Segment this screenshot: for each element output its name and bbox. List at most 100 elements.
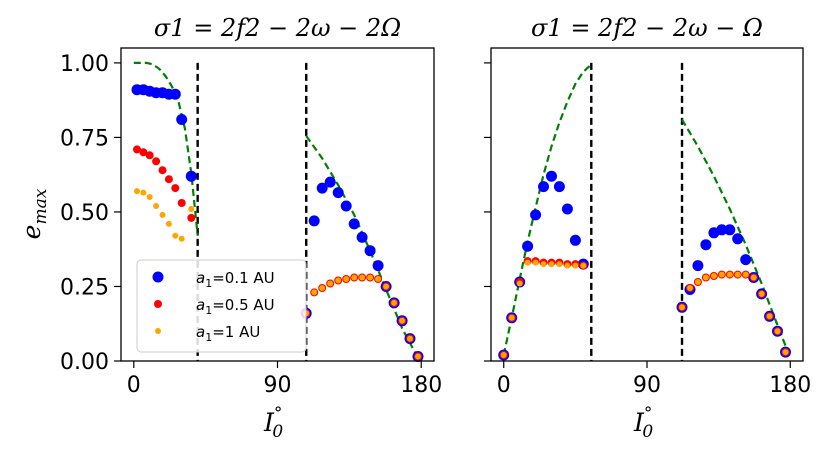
legend-label-0: a1=0.1 AU (196, 269, 275, 290)
x-tick-label-1-2: 180 (769, 373, 811, 398)
point-1-2-10 (580, 262, 587, 269)
legend-marker-0 (152, 271, 164, 283)
y-tick-label-0-2: 0.50 (60, 201, 109, 226)
point-0-0-11 (316, 182, 328, 194)
panel-title-1: σ1 = 2f2 − 2ω − Ω (531, 14, 763, 42)
point-0-1-1 (139, 148, 148, 157)
point-1-2-17 (726, 271, 733, 278)
point-0-0-8 (185, 170, 197, 182)
point-0-2-12 (327, 280, 334, 287)
y-tick-label-0-0: 0.00 (60, 350, 109, 375)
point-0-2-18 (375, 276, 382, 282)
axes-frame-0 (120, 47, 435, 362)
point-0-1-6 (171, 184, 180, 193)
legend-marker-1 (154, 300, 162, 308)
point-0-2-21 (399, 317, 406, 324)
point-1-2-5 (540, 261, 547, 268)
point-0-1-2 (145, 151, 154, 160)
point-1-2-22 (766, 313, 773, 320)
y-tick-label-0-3: 0.75 (60, 126, 109, 151)
x-tick-label-0-1: 90 (264, 373, 292, 398)
point-1-2-4 (532, 259, 539, 266)
point-0-0-14 (340, 200, 352, 212)
point-1-2-12 (687, 285, 693, 291)
point-0-2-0 (134, 188, 140, 195)
point-0-2-11 (319, 285, 326, 291)
point-1-0-13 (692, 260, 704, 272)
point-1-0-9 (569, 234, 581, 246)
point-0-1-7 (177, 199, 186, 207)
x-tick-label-0-0: 0 (127, 373, 141, 398)
point-1-2-21 (758, 290, 765, 297)
point-0-2-7 (178, 235, 185, 242)
legend-label-2: a1=1 AU (196, 323, 260, 344)
point-1-2-1 (508, 314, 515, 321)
panel-left: σ1 = 2f2 − 2ω − 2Ω 0 90 180 0.00 0.25 0.50 0.75… (60, 14, 442, 398)
point-1-2-15 (710, 273, 717, 279)
y-axis-title: emax (17, 188, 51, 239)
point-0-2-16 (359, 274, 366, 281)
theory-curve-0-0 (133, 61, 199, 236)
point-0-0-7 (176, 114, 188, 125)
point-1-0-6 (546, 170, 557, 182)
x-tick-label-0-2: 180 (400, 373, 442, 398)
point-0-2-6 (172, 232, 179, 239)
point-0-2-2 (146, 194, 153, 200)
point-1-0-19 (740, 254, 752, 266)
axes-frame-1 (490, 47, 804, 362)
x-tick-label-1-1: 90 (633, 373, 661, 398)
y-tick-label-0-4: 1.00 (60, 52, 109, 77)
point-0-1-8 (187, 213, 196, 222)
point-0-2-1 (140, 189, 147, 196)
point-1-0-14 (700, 239, 712, 251)
point-1-0-3 (522, 240, 534, 252)
point-1-0-4 (530, 209, 542, 221)
point-0-0-16 (356, 231, 368, 243)
panel-right: σ1 = 2f2 − 2ω − Ω 0 90 180 (484, 14, 811, 398)
x-axis-title-left: I° 0 (263, 404, 283, 442)
legend: a1=0.1 AU a1=0.5 AU a1=1 AU (136, 259, 307, 353)
point-0-1-0 (133, 145, 141, 154)
point-0-2-5 (165, 220, 172, 227)
point-0-2-3 (153, 203, 160, 209)
point-0-1-4 (158, 166, 167, 175)
point-0-0-13 (332, 187, 344, 199)
point-1-2-20 (750, 274, 757, 281)
point-1-0-17 (724, 224, 736, 236)
point-0-0-10 (308, 215, 320, 227)
point-0-2-17 (367, 274, 374, 281)
point-0-2-10 (311, 289, 318, 296)
point-0-1-3 (152, 157, 161, 166)
point-0-0-18 (372, 260, 384, 272)
point-0-2-15 (351, 274, 358, 281)
point-1-2-23 (774, 328, 781, 335)
point-1-0-5 (538, 181, 549, 193)
point-0-2-19 (383, 283, 390, 290)
point-0-0-17 (364, 245, 376, 257)
x-tick-label-1-0: 0 (497, 373, 511, 398)
legend-marker-2 (155, 328, 161, 334)
point-1-2-18 (734, 271, 741, 278)
y-tick-label-0-1: 0.25 (60, 275, 109, 300)
point-0-2-4 (159, 211, 166, 218)
panel-title-0: σ1 = 2f2 − 2ω − 2Ω (154, 14, 401, 42)
point-1-2-0 (500, 352, 507, 358)
point-0-1-5 (164, 175, 173, 184)
point-0-0-15 (348, 218, 360, 230)
point-1-0-8 (561, 203, 573, 215)
point-1-2-2 (516, 280, 523, 287)
point-1-2-9 (572, 262, 579, 269)
point-1-2-19 (742, 271, 749, 278)
point-1-2-11 (679, 304, 685, 311)
point-1-2-8 (564, 262, 571, 269)
point-1-2-13 (694, 279, 701, 285)
point-0-2-20 (391, 299, 398, 306)
point-1-0-7 (553, 181, 565, 193)
point-0-0-6 (169, 88, 181, 100)
point-0-2-13 (335, 277, 342, 284)
theory-curve-1-1 (681, 118, 792, 359)
x-axis-title-right: I° 0 (633, 404, 653, 442)
point-0-2-23 (415, 353, 421, 360)
legend-label-1: a1=0.5 AU (196, 296, 275, 317)
